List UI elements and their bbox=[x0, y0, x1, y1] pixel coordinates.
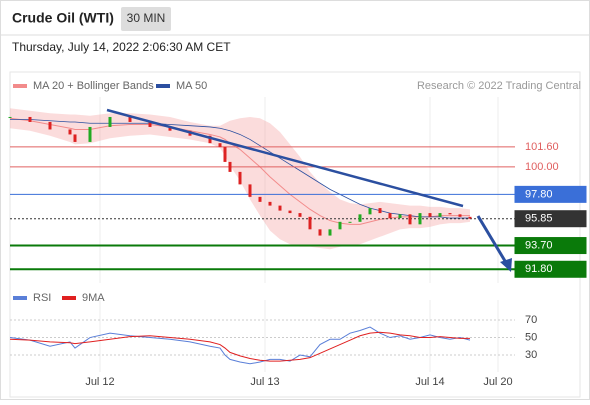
candle bbox=[238, 171, 242, 185]
candle bbox=[408, 214, 412, 225]
candle bbox=[248, 184, 252, 197]
candle bbox=[438, 213, 442, 217]
candle bbox=[378, 208, 382, 214]
candle bbox=[468, 216, 472, 219]
trendline bbox=[106, 108, 464, 208]
candle bbox=[448, 213, 452, 215]
candle bbox=[218, 143, 222, 147]
level-label: 100.00 bbox=[525, 161, 559, 173]
level-box bbox=[514, 185, 587, 203]
legend-label: 9MA bbox=[82, 292, 105, 304]
title: Crude Oil (WTI) bbox=[12, 10, 114, 26]
candle bbox=[368, 208, 372, 215]
candle bbox=[28, 116, 32, 122]
candle bbox=[308, 216, 312, 230]
candle bbox=[208, 135, 212, 144]
level-label: 95.85 bbox=[525, 213, 553, 225]
candle bbox=[328, 229, 332, 236]
candle bbox=[428, 213, 432, 217]
candle bbox=[318, 229, 322, 236]
candle bbox=[8, 116, 12, 118]
timestamp: Thursday, July 14, 2022 2:06:30 AM CET bbox=[12, 40, 231, 54]
candle bbox=[348, 221, 352, 223]
candle bbox=[223, 146, 227, 162]
candle bbox=[128, 116, 132, 122]
credit: Research © 2022 Trading Central bbox=[417, 80, 581, 92]
candle bbox=[288, 210, 292, 214]
candle bbox=[108, 116, 112, 127]
candle bbox=[148, 121, 152, 127]
legend-swatch bbox=[13, 296, 27, 300]
level-label: 101.60 bbox=[525, 141, 559, 153]
level-label: 91.80 bbox=[525, 263, 553, 275]
candle bbox=[268, 201, 272, 206]
legend-label: MA 50 bbox=[176, 80, 207, 92]
candle bbox=[258, 196, 262, 202]
level-label: 97.80 bbox=[525, 188, 553, 200]
x-tick-label: Jul 20 bbox=[483, 376, 512, 388]
ma20-line bbox=[9, 117, 470, 225]
candle bbox=[458, 214, 462, 217]
candle bbox=[168, 126, 172, 131]
rsi-line bbox=[9, 331, 470, 362]
interval: 30 MIN bbox=[127, 11, 166, 25]
y-tick-label: 70 bbox=[525, 314, 537, 326]
arrow-head bbox=[500, 258, 512, 272]
ma50-line bbox=[10, 119, 470, 219]
badge bbox=[121, 7, 171, 31]
legend-swatch bbox=[156, 84, 170, 88]
x-tick-label: Jul 12 bbox=[85, 376, 114, 388]
x-tick-label: Jul 14 bbox=[415, 376, 444, 388]
level-box bbox=[514, 237, 587, 255]
candle bbox=[73, 134, 77, 142]
candle bbox=[228, 161, 232, 172]
chart-frame bbox=[9, 71, 581, 398]
candle bbox=[298, 213, 302, 217]
legend-label: RSI bbox=[33, 292, 51, 304]
rsi-line bbox=[9, 326, 471, 365]
level-box bbox=[514, 210, 587, 228]
candle bbox=[418, 213, 422, 225]
candle bbox=[338, 221, 342, 230]
x-tick-label: Jul 13 bbox=[250, 376, 279, 388]
candle bbox=[358, 214, 362, 222]
legend-label: MA 20 + Bollinger Bands bbox=[33, 80, 154, 92]
projection-arrow bbox=[476, 215, 510, 267]
candle bbox=[398, 214, 402, 219]
candle bbox=[388, 213, 392, 219]
y-tick-label: 50 bbox=[525, 331, 537, 343]
legend-swatch bbox=[62, 296, 76, 300]
y-tick-label: 30 bbox=[525, 349, 537, 361]
candle bbox=[278, 205, 282, 211]
candle bbox=[68, 129, 72, 135]
legend-swatch bbox=[13, 84, 27, 88]
candle bbox=[88, 126, 92, 142]
level-box bbox=[514, 260, 587, 278]
candle bbox=[48, 121, 52, 130]
level-label: 93.70 bbox=[525, 239, 553, 251]
